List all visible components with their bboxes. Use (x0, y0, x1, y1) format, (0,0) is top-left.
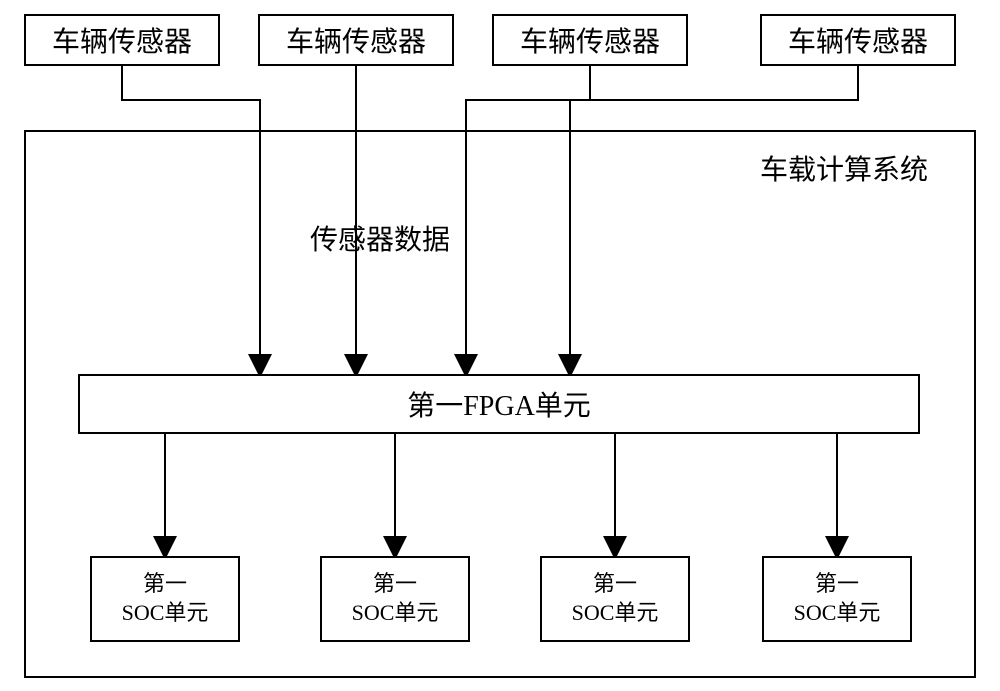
soc-label: 第一 SOC单元 (572, 570, 659, 627)
system-title-text: 车载计算系统 (760, 155, 928, 186)
soc-line1: 第一 (572, 570, 659, 599)
sensor-box-2: 车辆传感器 (258, 14, 454, 66)
soc-unit-box-2: 第一 SOC单元 (320, 556, 470, 642)
soc-line1: 第一 (122, 570, 209, 599)
soc-unit-box-1: 第一 SOC单元 (90, 556, 240, 642)
system-title-label: 车载计算系统 (760, 148, 928, 188)
sensor-label: 车辆传感器 (52, 20, 192, 60)
soc-line2: SOC单元 (352, 599, 439, 628)
sensor-label: 车辆传感器 (788, 20, 928, 60)
soc-line2: SOC单元 (794, 599, 881, 628)
soc-label: 第一 SOC单元 (122, 570, 209, 627)
sensor-box-4: 车辆传感器 (760, 14, 956, 66)
sensor-data-text: 传感器数据 (310, 225, 450, 256)
fpga-label: 第一FPGA单元 (407, 384, 591, 424)
sensor-box-1: 车辆传感器 (24, 14, 220, 66)
sensor-label: 车辆传感器 (286, 20, 426, 60)
soc-unit-box-4: 第一 SOC单元 (762, 556, 912, 642)
soc-line1: 第一 (794, 570, 881, 599)
soc-line2: SOC单元 (122, 599, 209, 628)
soc-line2: SOC单元 (572, 599, 659, 628)
soc-label: 第一 SOC单元 (352, 570, 439, 627)
soc-line1: 第一 (352, 570, 439, 599)
fpga-unit-box: 第一FPGA单元 (78, 374, 920, 434)
soc-label: 第一 SOC单元 (794, 570, 881, 627)
sensor-data-label: 传感器数据 (310, 218, 450, 258)
soc-unit-box-3: 第一 SOC单元 (540, 556, 690, 642)
sensor-label: 车辆传感器 (520, 20, 660, 60)
sensor-box-3: 车辆传感器 (492, 14, 688, 66)
